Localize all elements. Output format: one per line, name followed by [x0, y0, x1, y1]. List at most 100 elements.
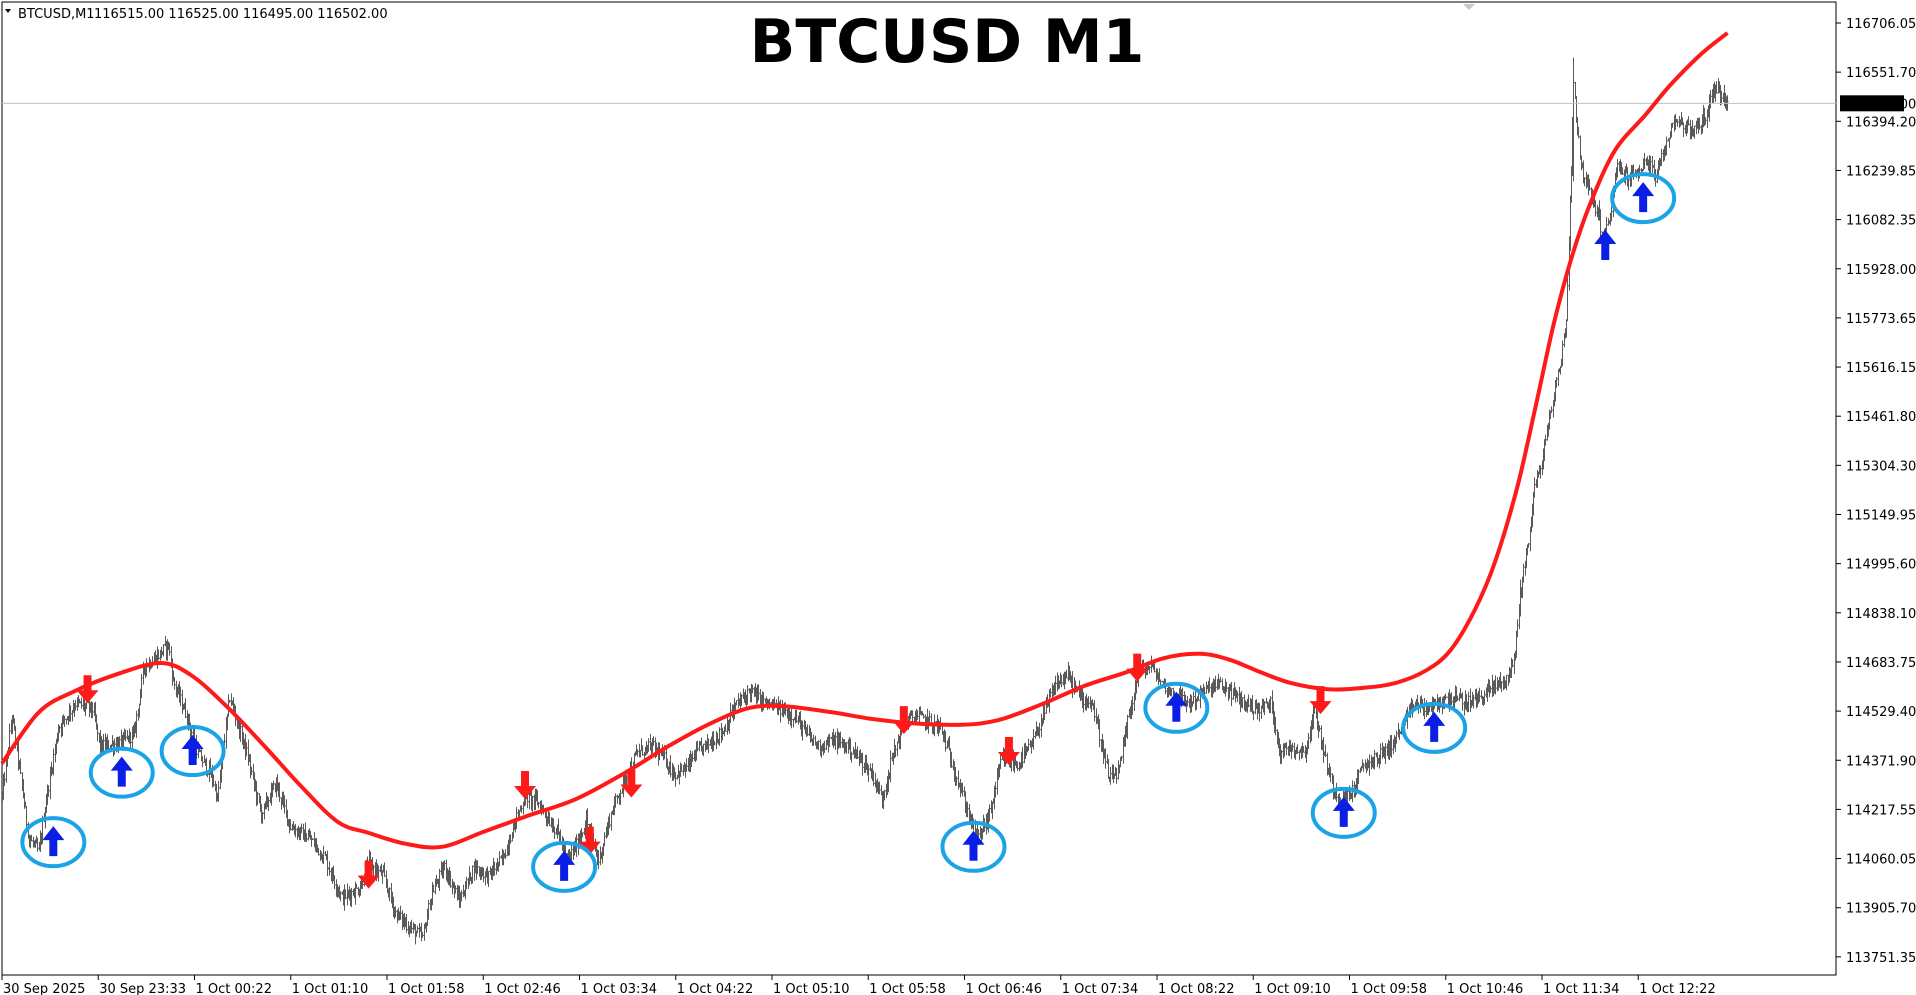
price-tag-text: 116502.00 — [1846, 97, 1916, 112]
y-tick-label: 116394.20 — [1846, 115, 1916, 130]
buy-arrow-shape — [110, 756, 133, 787]
y-tick-label: 114683.75 — [1846, 656, 1916, 671]
x-tick-label: 1 Oct 00:22 — [196, 982, 272, 995]
x-tick-label: 1 Oct 01:10 — [292, 982, 368, 995]
y-tick-label: 115616.15 — [1846, 361, 1916, 376]
sell-arrow-shape — [1126, 653, 1149, 682]
buy-arrow-shape — [42, 826, 65, 857]
y-tick-label: 114838.10 — [1846, 607, 1916, 622]
sell-arrow-shape — [892, 706, 915, 735]
highlight-circle — [1143, 681, 1210, 734]
sell-arrow-icon — [1309, 686, 1332, 715]
buy-arrow-shape — [1332, 796, 1355, 827]
moving-average-line — [0, 31, 1729, 850]
y-tick-label: 116239.85 — [1846, 164, 1916, 179]
sell-arrow-icon — [997, 737, 1020, 766]
x-tick-label: 1 Oct 09:10 — [1254, 982, 1330, 995]
buy-arrow-shape — [553, 850, 576, 881]
highlight-circle — [88, 746, 155, 799]
y-tick-label: 115461.80 — [1846, 410, 1916, 425]
y-tick-label: 114529.40 — [1846, 705, 1916, 720]
sell-arrow-icon — [514, 771, 537, 800]
candle-bars — [1, 57, 1729, 945]
y-tick-label: 114060.05 — [1846, 853, 1916, 868]
y-tick-label: 114217.55 — [1846, 803, 1916, 818]
x-tick-label: 1 Oct 12:22 — [1639, 982, 1715, 995]
y-tick-label: 115928.00 — [1846, 263, 1916, 278]
sell-arrow-icon — [620, 769, 643, 798]
highlight-circle — [1401, 701, 1468, 754]
signal-arrows — [20, 172, 1677, 893]
sell-arrow-shape — [997, 737, 1020, 766]
highlight-circle — [531, 840, 598, 893]
x-tick-label: 1 Oct 11:34 — [1543, 982, 1619, 995]
price-tag: 116502.00 — [1840, 95, 1916, 112]
x-tick-label: 1 Oct 10:46 — [1447, 982, 1523, 995]
buy-arrow-shape — [1632, 182, 1655, 213]
sell-arrow-shape — [514, 771, 537, 800]
x-tick-label: 30 Sep 2025 — [3, 982, 85, 995]
y-tick-label: 115773.65 — [1846, 312, 1916, 327]
sell-arrow-icon — [357, 860, 380, 889]
chart-title: BTCUSD M1 — [750, 7, 1145, 77]
buy-arrow-shape — [1165, 691, 1188, 722]
buy-arrow-icon — [1143, 681, 1210, 734]
highlight-circle — [159, 725, 226, 778]
highlight-circle — [20, 816, 87, 869]
sell-arrow-shape — [1309, 686, 1332, 715]
buy-arrow-shape — [1594, 230, 1617, 261]
highlight-circle — [1310, 786, 1377, 839]
y-tick-label: 116706.05 — [1846, 17, 1916, 32]
x-tick-label: 1 Oct 05:10 — [773, 982, 849, 995]
ohlc-values: 116515.00 116525.00 116495.00 116502.00 — [94, 7, 388, 22]
x-tick-label: 1 Oct 05:58 — [869, 982, 945, 995]
buy-arrow-icon — [1310, 786, 1377, 839]
y-tick-label: 113905.70 — [1846, 902, 1916, 917]
buy-arrow-shape — [181, 735, 204, 766]
x-tick-label: 1 Oct 09:58 — [1351, 982, 1427, 995]
chart-header: BTCUSD,M1 116515.00 116525.00 116495.00 … — [5, 7, 388, 22]
sell-arrow-icon — [76, 675, 99, 704]
sell-arrow-icon — [1126, 653, 1149, 682]
highlight-circle — [940, 820, 1007, 873]
y-axis: 116706.05 116551.70 116394.20 116239.85 1160… — [1836, 17, 1916, 966]
y-tick-label: 116082.35 — [1846, 214, 1916, 229]
x-tick-label: 1 Oct 04:22 — [677, 982, 753, 995]
x-tick-label: 1 Oct 02:46 — [484, 982, 560, 995]
chart-plot-frame — [1, 1, 1837, 976]
x-tick-label: 1 Oct 03:34 — [581, 982, 657, 995]
y-tick-label: 115149.95 — [1846, 509, 1916, 524]
buy-arrow-icon — [159, 725, 226, 778]
x-tick-label: 1 Oct 06:46 — [966, 982, 1042, 995]
x-tick-label: 1 Oct 08:22 — [1158, 982, 1234, 995]
scroll-marker-icon — [1463, 4, 1475, 10]
buy-arrow-icon — [940, 820, 1007, 873]
y-tick-label: 113751.35 — [1846, 951, 1916, 966]
candles — [1, 57, 1729, 945]
buy-arrow-icon — [88, 746, 155, 799]
x-tick-label: 1 Oct 01:58 — [388, 982, 464, 995]
buy-arrow-icon — [1401, 701, 1468, 754]
buy-arrow-icon — [1594, 230, 1617, 261]
sell-arrow-shape — [620, 769, 643, 798]
symbol-label: BTCUSD,M1 — [18, 7, 95, 22]
buy-arrow-icon — [1610, 172, 1677, 225]
buy-arrow-icon — [20, 816, 87, 869]
sell-arrow-shape — [76, 675, 99, 704]
buy-arrow-shape — [1423, 711, 1446, 742]
y-tick-label: 115304.30 — [1846, 459, 1916, 474]
dropdown-triangle-icon[interactable] — [5, 9, 11, 13]
y-tick-label: 114371.90 — [1846, 754, 1916, 769]
buy-arrow-shape — [962, 830, 985, 861]
x-axis: 30 Sep 2025 30 Sep 23:33 1 Oct 00:22 1 Oct … — [1, 975, 1716, 995]
highlight-circle — [1610, 172, 1677, 225]
x-tick-label: 1 Oct 07:34 — [1062, 982, 1138, 995]
x-tick-label: 30 Sep 23:33 — [99, 982, 186, 995]
y-tick-label: 114995.60 — [1846, 558, 1916, 573]
price-tag-box — [1840, 95, 1904, 112]
y-tick-label: 116551.70 — [1846, 66, 1916, 81]
sell-arrow-shape — [357, 860, 380, 889]
buy-arrow-icon — [531, 840, 598, 893]
sell-arrow-icon — [892, 706, 915, 735]
